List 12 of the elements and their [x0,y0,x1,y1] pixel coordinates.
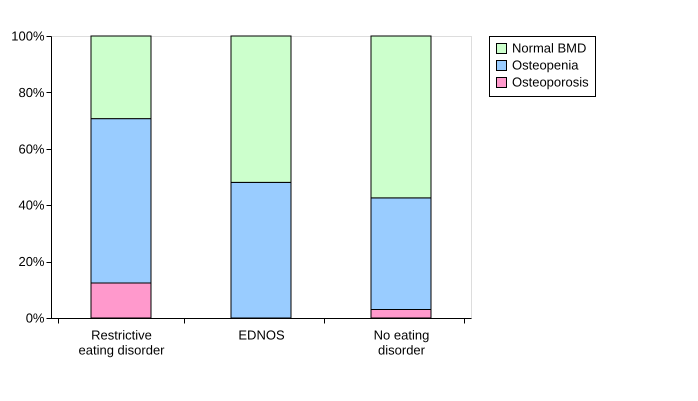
legend-label: Osteopenia [512,58,580,72]
y-tick-label: 20% [18,254,45,270]
y-tick-label: 0% [26,310,45,326]
x-tick-label: EDNOS [238,328,285,342]
x-tick-label: Restrictive eating disorder [78,328,166,358]
y-tick-label: 100% [11,28,45,44]
y-tick-label: 80% [18,84,45,100]
y-tick-label: 60% [18,141,45,156]
x-tick-label: No eating disorder [374,328,430,358]
y-tick-label: 40% [18,198,45,213]
legend-label: Normal BMD [512,40,586,56]
legend-label: Osteoporosis [512,74,590,90]
